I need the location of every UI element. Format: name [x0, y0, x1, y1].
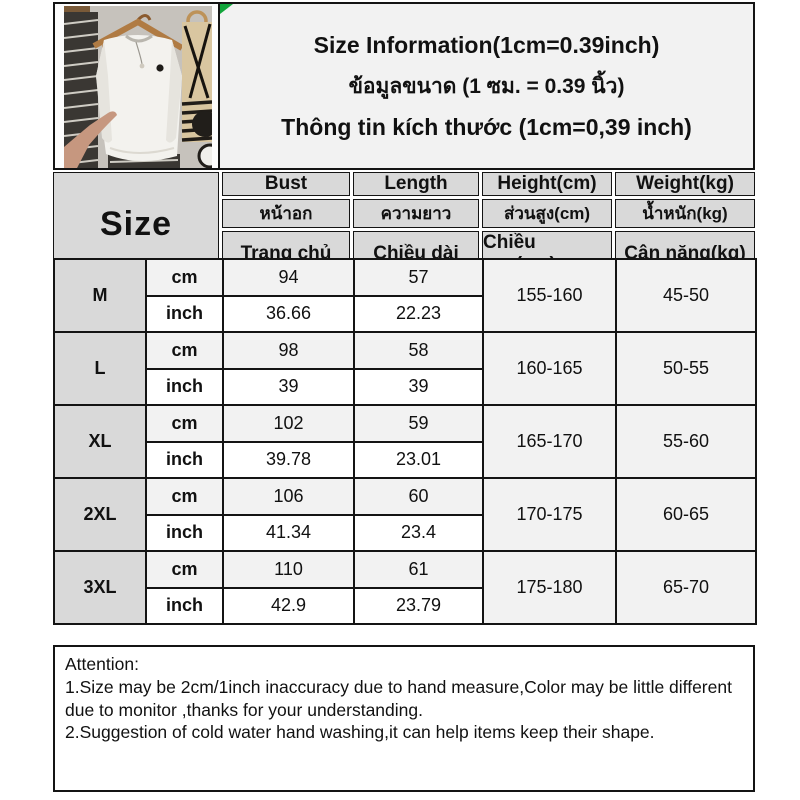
top-section: Size Information(1cm=0.39inch) ข้อมูลขนา… — [53, 2, 755, 170]
unit-cell: cm — [145, 550, 224, 589]
table-row: inch 39 39 — [54, 367, 756, 406]
height-cell: 165-170 — [482, 404, 617, 479]
wood-rail — [64, 6, 90, 15]
length-inch-cell: 23.01 — [353, 440, 484, 479]
table-row: inch 41.34 23.4 — [54, 513, 756, 552]
header-height-en: Height(cm) — [482, 172, 612, 196]
size-cell: M — [53, 258, 147, 333]
length-inch-cell: 39 — [353, 367, 484, 406]
unit-cell: inch — [145, 440, 224, 479]
bust-cm-cell: 102 — [222, 404, 355, 443]
unit-cell: inch — [145, 586, 224, 625]
attention-line-2: 2.Suggestion of cold water hand washing,… — [65, 722, 655, 743]
product-photo-box — [55, 4, 220, 168]
unit-cell: cm — [145, 258, 224, 297]
table-row: XL cm 102 59 165-170 55-60 — [53, 404, 757, 479]
table-row: M cm 94 57 155-160 45-50 — [53, 258, 757, 333]
unit-cell: cm — [145, 477, 224, 516]
bust-inch-cell: 41.34 — [222, 513, 355, 552]
length-inch-cell: 22.23 — [353, 294, 484, 333]
table-row: 3XL cm 110 61 175-180 65-70 — [53, 550, 757, 625]
header-weight-en: Weight(kg) — [615, 172, 755, 196]
attention-title: Attention: — [65, 654, 139, 674]
length-cm-cell: 60 — [353, 477, 484, 516]
weight-cell: 55-60 — [615, 404, 757, 479]
size-cell: XL — [53, 404, 147, 479]
corner-flag-icon — [220, 4, 233, 14]
height-cell: 175-180 — [482, 550, 617, 625]
length-inch-cell: 23.4 — [353, 513, 484, 552]
length-cm-cell: 59 — [353, 404, 484, 443]
title-box: Size Information(1cm=0.39inch) ข้อมูลขนา… — [220, 4, 753, 168]
weight-cell: 50-55 — [615, 331, 757, 406]
length-cm-cell: 57 — [353, 258, 484, 297]
white-shirt — [96, 34, 182, 162]
attention-box: Attention: 1.Size may be 2cm/1inch inacc… — [53, 645, 755, 792]
height-cell: 155-160 — [482, 258, 617, 333]
header-length-en: Length — [353, 172, 479, 196]
bust-inch-cell: 39 — [222, 367, 355, 406]
bust-cm-cell: 106 — [222, 477, 355, 516]
bust-inch-cell: 36.66 — [222, 294, 355, 333]
weight-cell: 45-50 — [615, 258, 757, 333]
header-weight-th: น้ำหนัก(kg) — [615, 199, 755, 228]
height-cell: 170-175 — [482, 477, 617, 552]
bust-cm-cell: 110 — [222, 550, 355, 589]
bag-handle — [192, 111, 212, 137]
bust-inch-cell: 42.9 — [222, 586, 355, 625]
title-vietnamese: Thông tin kích thước (1cm=0,39 inch) — [281, 113, 692, 140]
chest-logo — [156, 64, 164, 72]
bust-cm-cell: 98 — [222, 331, 355, 370]
size-cell: L — [53, 331, 147, 406]
length-inch-cell: 23.79 — [353, 586, 484, 625]
title-english: Size Information(1cm=0.39inch) — [313, 31, 660, 58]
table-row: inch 39.78 23.01 — [54, 440, 756, 479]
striped-bag — [181, 10, 212, 168]
header-bust-th: หน้าอก — [222, 199, 350, 228]
table-row: inch 42.9 23.79 — [54, 586, 756, 625]
unit-cell: cm — [145, 404, 224, 443]
weight-cell: 60-65 — [615, 477, 757, 552]
table-row: L cm 98 58 160-165 50-55 — [53, 331, 757, 406]
height-cell: 160-165 — [482, 331, 617, 406]
table-row: 2XL cm 106 60 170-175 60-65 — [53, 477, 757, 552]
size-data-table: M cm 94 57 155-160 45-50 inch 36.66 22.2… — [53, 258, 757, 625]
bust-inch-cell: 39.78 — [222, 440, 355, 479]
size-cell: 2XL — [53, 477, 147, 552]
length-cm-cell: 58 — [353, 331, 484, 370]
size-table-header: Size Bust Length Height(cm) Weight(kg) ห… — [53, 172, 755, 277]
bust-cm-cell: 94 — [222, 258, 355, 297]
header-height-th: ส่วนสูง(cm) — [482, 199, 612, 228]
weight-cell: 65-70 — [615, 550, 757, 625]
length-cm-cell: 61 — [353, 550, 484, 589]
header-bust-en: Bust — [222, 172, 350, 196]
size-cell: 3XL — [53, 550, 147, 625]
unit-cell: inch — [145, 513, 224, 552]
product-photo — [64, 6, 212, 168]
unit-cell: inch — [145, 294, 224, 333]
table-row: inch 36.66 22.23 — [54, 294, 756, 333]
title-thai: ข้อมูลขนาด (1 ซม. = 0.39 นิ้ว) — [348, 74, 625, 98]
attention-line-1: 1.Size may be 2cm/1inch inaccuracy due t… — [65, 676, 732, 720]
unit-cell: inch — [145, 367, 224, 406]
header-length-th: ความยาว — [353, 199, 479, 228]
unit-cell: cm — [145, 331, 224, 370]
hand — [64, 111, 117, 168]
